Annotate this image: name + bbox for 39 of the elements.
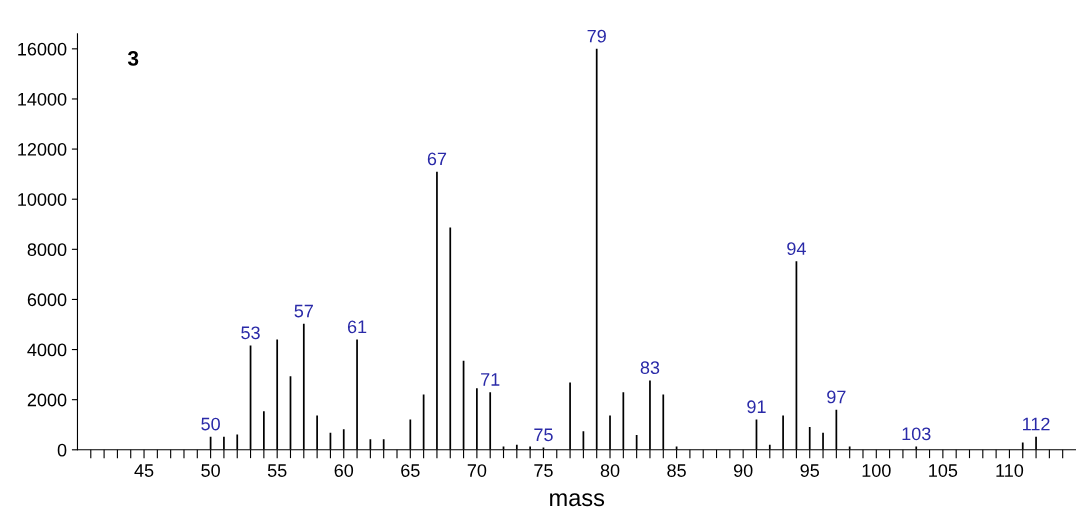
annotation: 94 <box>787 242 806 255</box>
x-tick-label: 85 <box>667 464 686 477</box>
y-tick-label: 2000 <box>27 393 67 407</box>
annotation: 53 <box>241 326 260 340</box>
x-tick-label: 80 <box>600 464 620 477</box>
annotation: 97 <box>827 390 846 404</box>
annotation: 75 <box>534 428 553 442</box>
y-tick-label: 10000 <box>18 193 67 206</box>
annotation: 57 <box>294 304 313 318</box>
annotation: 61 <box>347 320 367 334</box>
annotation: 83 <box>640 361 660 375</box>
annotation: 103 <box>902 427 931 441</box>
y-tick-label: 4000 <box>27 343 67 357</box>
x-tick-label: 70 <box>467 464 487 477</box>
y-tick-label: 16000 <box>18 42 67 56</box>
y-tick-label: 12000 <box>18 143 67 156</box>
x-tick-label: 95 <box>800 464 820 477</box>
annotation: 91 <box>747 400 766 414</box>
annotation: 3 <box>127 50 139 66</box>
annotation: 50 <box>201 417 220 431</box>
x-tick-label: 65 <box>401 464 420 477</box>
y-tick-label: 6000 <box>27 293 67 307</box>
annotation: 112 <box>1023 417 1050 431</box>
x-tick-label: 105 <box>929 464 958 477</box>
annotation: 67 <box>427 152 447 166</box>
x-tick-label: 45 <box>134 464 154 477</box>
x-tick-label: 75 <box>534 464 553 477</box>
y-tick-label: 14000 <box>18 92 67 106</box>
y-tick-label: 8000 <box>27 243 67 257</box>
x-tick-label: 90 <box>733 464 753 477</box>
x-tick-label: 100 <box>862 464 891 477</box>
x-tick-label: 110 <box>996 464 1024 477</box>
x-tick-label: 60 <box>334 464 354 477</box>
annotation: 79 <box>587 29 606 43</box>
x-tick-label: 50 <box>201 464 220 477</box>
annotation: 71 <box>481 373 500 386</box>
x-axis-title: mass <box>550 493 605 507</box>
y-tick-label: 0 <box>57 443 67 457</box>
x-tick-label: 55 <box>267 464 287 477</box>
